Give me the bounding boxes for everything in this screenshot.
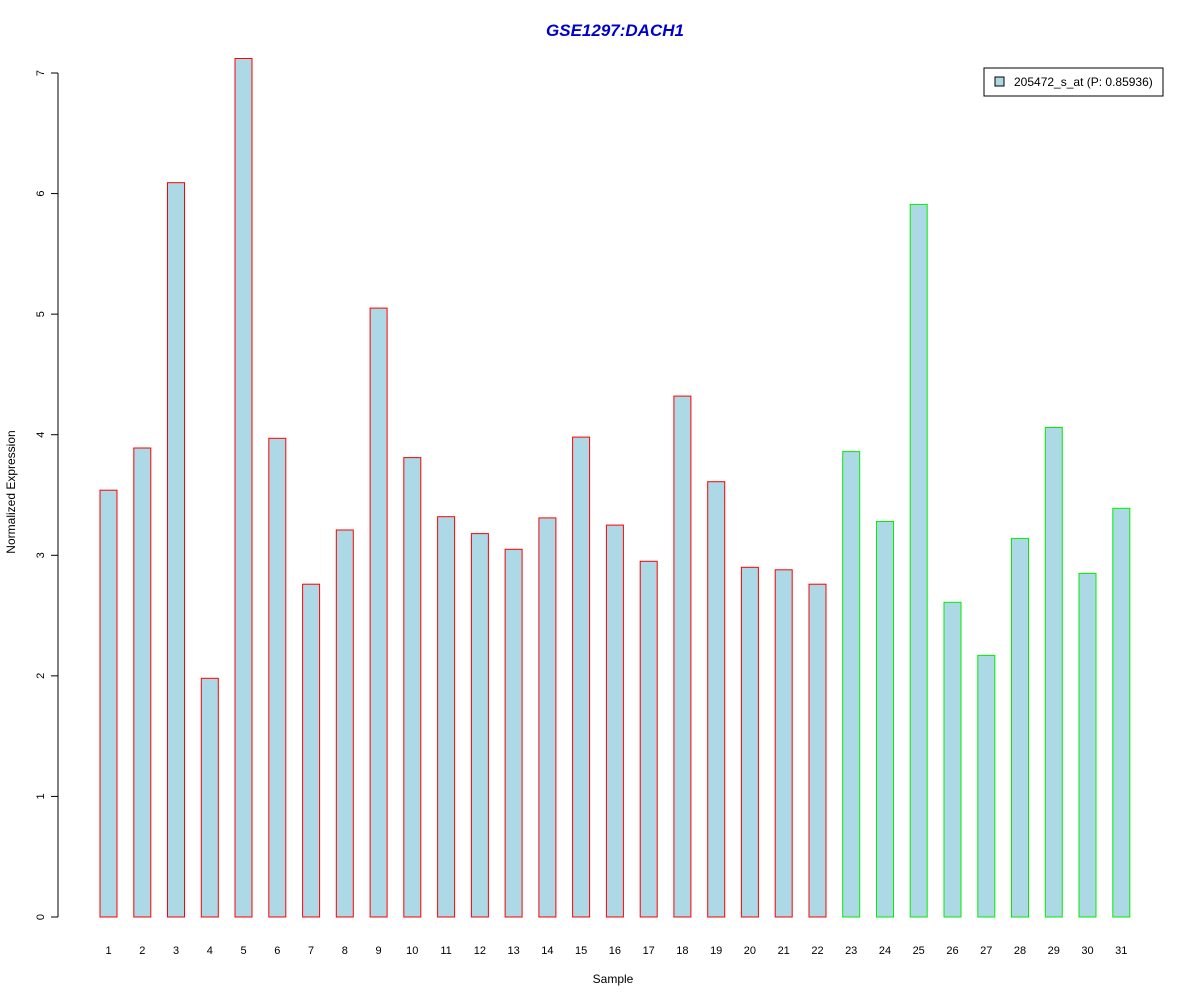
bar-sample-10: [403, 457, 422, 918]
y-tick-label: 5: [35, 311, 47, 317]
bar-sample-9: [369, 307, 388, 918]
x-tick-label: 29: [1048, 945, 1060, 957]
y-tick-label: 6: [35, 191, 47, 197]
x-tick-label: 5: [240, 945, 246, 957]
x-tick-label: 31: [1115, 945, 1127, 957]
bar-sample-6: [268, 437, 287, 918]
x-tick-label: 4: [207, 945, 213, 957]
y-axis: 0 1 2 3 4 5 6 7: [35, 70, 59, 920]
bar-sample-15: [572, 436, 591, 918]
bar-sample-26: [943, 601, 962, 918]
bar-sample-22: [808, 583, 827, 918]
x-tick-label: 9: [376, 945, 382, 957]
x-tick-label: 22: [811, 945, 823, 957]
bar-sample-13: [504, 548, 523, 918]
bar-sample-17: [639, 560, 658, 918]
chart-title: GSE1297:DACH1: [546, 21, 684, 40]
bar-sample-2: [133, 447, 152, 918]
y-tick-label: 4: [35, 432, 47, 438]
legend-entry-label: 205472_s_at (P: 0.85936): [1014, 75, 1153, 89]
x-tick-label: 10: [406, 945, 418, 957]
y-tick-label: 3: [35, 552, 47, 558]
x-tick-label: 2: [139, 945, 145, 957]
x-tick-label: 1: [105, 945, 111, 957]
x-tick-label: 15: [575, 945, 587, 957]
x-tick-label: 25: [913, 945, 925, 957]
x-tick-label: 8: [342, 945, 348, 957]
bar-sample-25: [909, 203, 928, 918]
bar-sample-1: [99, 489, 118, 918]
y-axis-label: Normalized Expression: [4, 430, 18, 553]
x-tick-label: 26: [946, 945, 958, 957]
legend-box: [983, 67, 1164, 97]
x-tick-label: 14: [541, 945, 553, 957]
x-tick-label: 12: [474, 945, 486, 957]
x-tick-label: 3: [173, 945, 179, 957]
x-tick-label: 28: [1014, 945, 1026, 957]
bar-sample-7: [302, 583, 321, 918]
y-tick-label: 7: [35, 70, 47, 76]
x-tick-label: 7: [308, 945, 314, 957]
bar-sample-21: [774, 569, 793, 918]
x-tick-label: 16: [609, 945, 621, 957]
bar-sample-5: [234, 58, 253, 918]
x-tick-label: 6: [274, 945, 280, 957]
bar-sample-14: [538, 517, 557, 918]
legend-swatch: [994, 76, 1005, 87]
bar-sample-27: [977, 654, 996, 918]
x-tick-label: 13: [507, 945, 519, 957]
y-tick-label: 1: [35, 793, 47, 799]
x-tick-label: 20: [744, 945, 756, 957]
x-tick-label: 18: [676, 945, 688, 957]
y-tick-label: 2: [35, 673, 47, 679]
bar-sample-24: [876, 521, 894, 918]
bar-sample-18: [673, 395, 692, 918]
bar-sample-20: [740, 566, 759, 918]
bar-sample-12: [470, 533, 489, 918]
x-tick-label: 27: [980, 945, 992, 957]
x-tick-label: 30: [1081, 945, 1093, 957]
x-tick-label: 17: [643, 945, 655, 957]
bar-sample-29: [1044, 427, 1063, 918]
x-tick-label: 21: [778, 945, 790, 957]
legend: 205472_s_at (P: 0.85936): [983, 67, 1164, 97]
bar-sample-8: [335, 529, 354, 918]
bar-sample-31: [1112, 507, 1131, 918]
x-tick-labels: 1 2 3 4 5 6 7 8 9 10 11 12 13 14 15 16 17 18 19 20 21 22 23 24 2…: [105, 945, 1127, 957]
x-tick-label: 23: [845, 945, 857, 957]
y-tick-label: 0: [35, 914, 47, 920]
bar-sample-23: [842, 451, 861, 918]
bar-sample-3: [167, 182, 185, 918]
bar-sample-30: [1078, 572, 1097, 918]
bars-group: [99, 58, 1131, 918]
bar-sample-19: [707, 481, 726, 918]
bar-sample-11: [437, 516, 456, 918]
bar-sample-16: [605, 524, 624, 918]
bar-sample-28: [1011, 537, 1029, 918]
x-axis-label: Sample: [593, 972, 634, 986]
x-tick-label: 11: [440, 945, 451, 957]
x-tick-label: 19: [710, 945, 722, 957]
x-tick-label: 24: [879, 945, 891, 957]
bar-sample-4: [200, 677, 219, 918]
